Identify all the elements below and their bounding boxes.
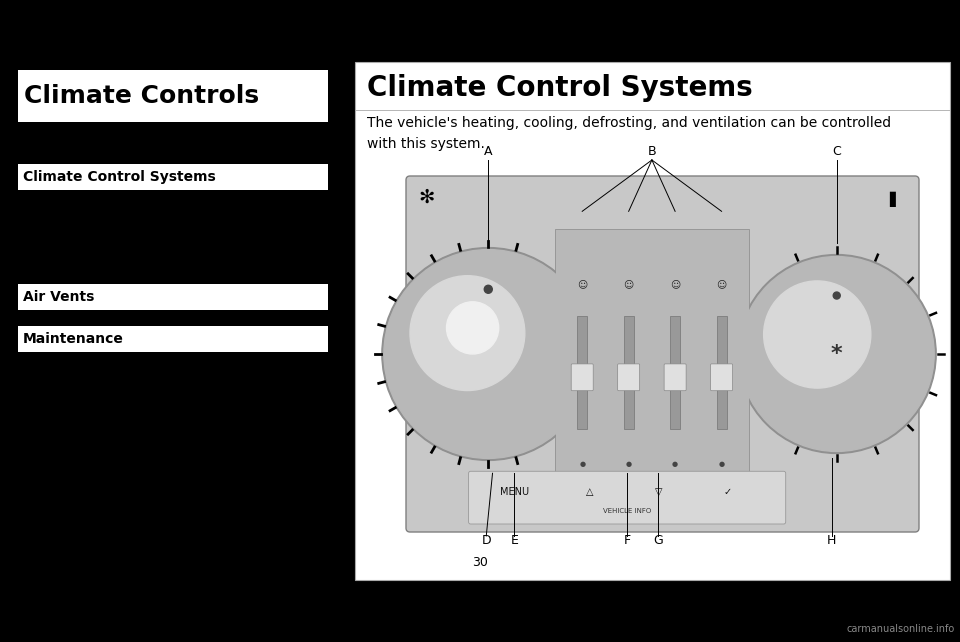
Text: Maintenance: Maintenance [23,332,124,346]
Text: E: E [511,534,518,547]
FancyBboxPatch shape [468,471,785,524]
Bar [555,229,749,480]
FancyBboxPatch shape [710,364,732,391]
Text: ▌: ▌ [889,192,901,207]
Circle shape [484,285,492,293]
Bar [18,70,328,122]
Circle shape [384,250,592,458]
Bar [355,62,950,580]
Circle shape [382,248,594,460]
Circle shape [739,257,934,451]
Text: D: D [482,534,492,547]
Bar [18,284,328,310]
Text: C: C [832,145,841,158]
Bar [716,317,727,429]
Text: Climate Control Systems: Climate Control Systems [23,170,216,184]
Text: H: H [827,534,836,547]
Text: 0: 0 [477,503,484,513]
FancyBboxPatch shape [406,176,919,532]
Text: A: A [484,145,492,158]
Text: ●: ● [579,461,586,467]
Bar [670,317,680,429]
Text: Climate Controls: Climate Controls [24,84,259,108]
Text: Climate Control Systems: Climate Control Systems [367,74,753,102]
Text: B: B [648,145,657,158]
FancyBboxPatch shape [617,364,639,391]
Text: The vehicle's heating, cooling, defrosting, and ventilation can be controlled
wi: The vehicle's heating, cooling, defrosti… [367,116,891,151]
Text: G: G [654,534,663,547]
Text: MENU: MENU [500,487,529,497]
Text: carmanualsonline.info: carmanualsonline.info [847,624,955,634]
Bar [577,317,588,429]
Text: *: * [831,344,843,364]
Bar [624,317,634,429]
Circle shape [833,292,840,299]
Text: VEHICLE INFO: VEHICLE INFO [603,508,651,514]
Text: ☺: ☺ [670,279,681,289]
Circle shape [410,275,525,390]
Text: 30: 30 [472,555,488,569]
Circle shape [737,255,936,453]
Text: ●: ● [718,461,725,467]
Text: ✻: ✻ [418,188,434,207]
Text: Air Vents: Air Vents [23,290,94,304]
Circle shape [763,281,871,388]
FancyBboxPatch shape [571,364,593,391]
Bar [18,326,328,352]
Text: ☺: ☺ [716,279,727,289]
Text: ☺: ☺ [624,279,634,289]
Text: ✓: ✓ [723,487,732,497]
Text: F: F [624,534,631,547]
Text: ▽: ▽ [655,487,662,497]
Text: ☺: ☺ [577,279,588,289]
FancyBboxPatch shape [664,364,686,391]
Text: ●: ● [672,461,678,467]
Text: △: △ [586,487,593,497]
Circle shape [446,302,498,354]
Text: ●: ● [626,461,632,467]
Bar [18,164,328,190]
